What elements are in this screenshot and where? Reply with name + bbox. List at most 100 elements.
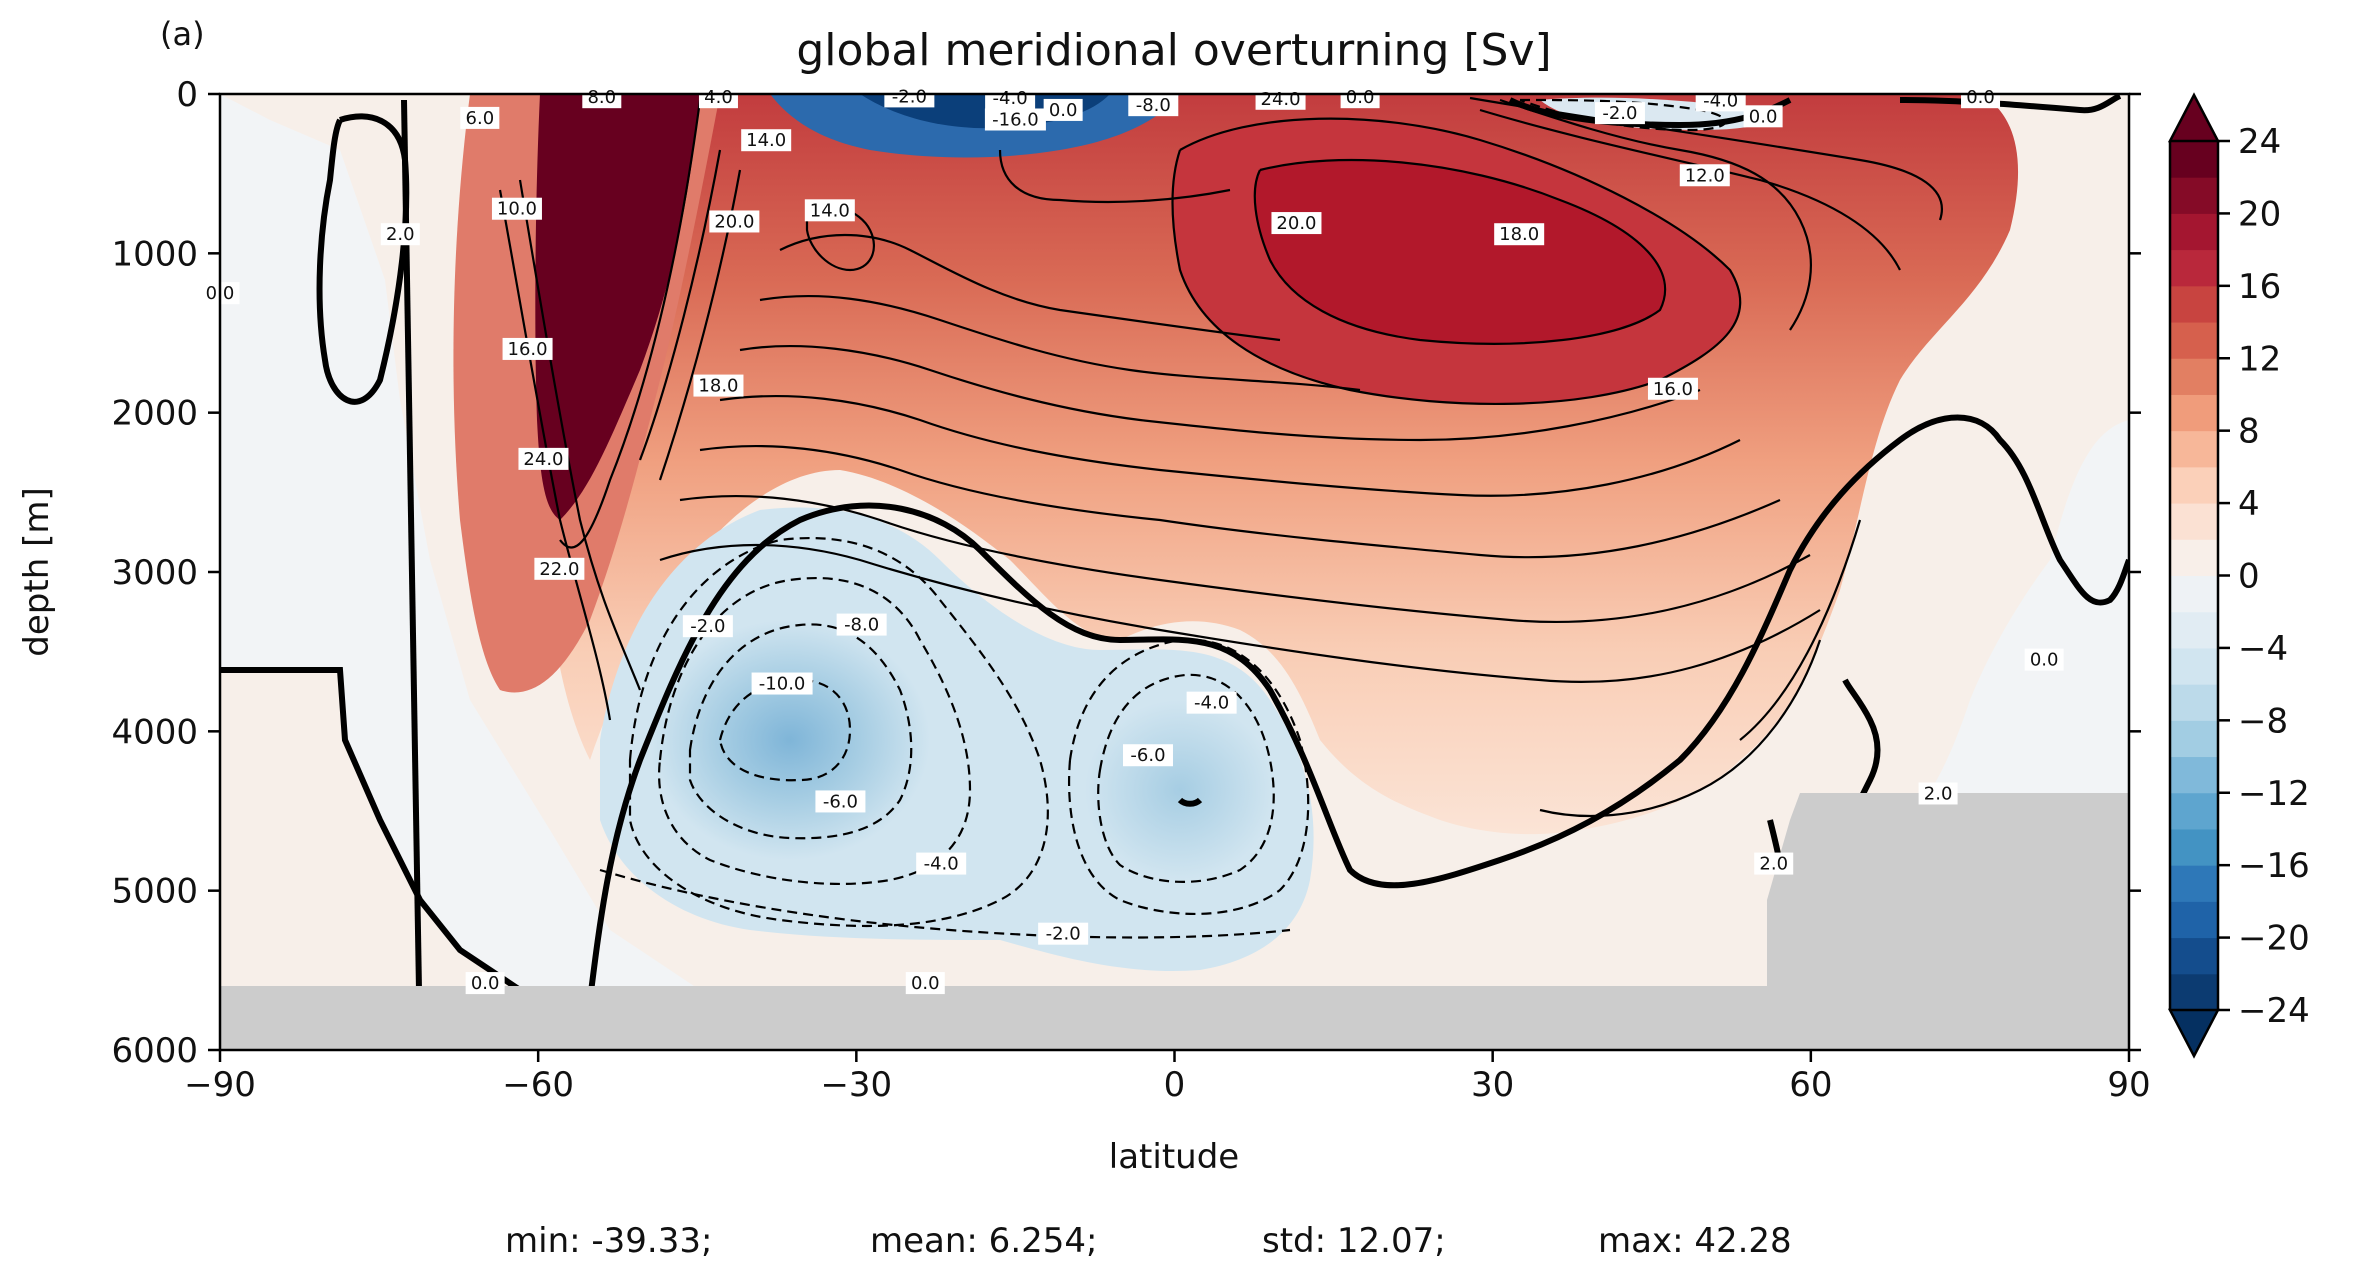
contour-label: 0.0 <box>1346 87 1375 108</box>
x-tick-label: 90 <box>2107 1065 2150 1105</box>
contour-label: 0.0 <box>471 973 500 994</box>
colorbar-swatch <box>2170 937 2218 975</box>
contour-label-bg <box>1128 94 1179 117</box>
contour-label-bg <box>804 199 855 222</box>
contour-label-bg <box>518 447 569 470</box>
contour-label-bg <box>1754 852 1794 875</box>
contour-label: -4.0 <box>924 854 959 875</box>
contour-label-bg <box>916 852 967 875</box>
colorbar-swatch <box>2170 828 2218 866</box>
y-tick-label: 2000 <box>111 394 198 434</box>
stat-mean: mean: 6.254; <box>870 1221 1097 1261</box>
colorbar-tick-label: −12 <box>2238 774 2310 814</box>
north-core-inner-region <box>1254 160 1666 344</box>
contour-label: 16.0 <box>508 339 548 360</box>
colorbar-swatch <box>2170 684 2218 721</box>
contour-label: 6.0 <box>466 108 495 129</box>
contour-label-bg <box>1122 744 1173 767</box>
colorbar-tick-label: −4 <box>2238 629 2288 669</box>
contour-label: -2.0 <box>892 86 927 107</box>
panel-label: (a) <box>160 15 205 53</box>
contour-label-bg <box>1038 922 1089 945</box>
contour-label: -8.0 <box>844 615 879 636</box>
x-tick-label: −90 <box>184 1065 256 1105</box>
contour-label: 24.0 <box>523 449 563 470</box>
contour-label: 0.0 <box>911 973 940 994</box>
abyssal-equatorial-core <box>1085 700 1275 880</box>
y-tick-label: 0 <box>176 75 198 115</box>
contour-label-bg <box>1186 691 1237 714</box>
y-tick-label: 5000 <box>111 872 198 912</box>
colorbar-swatch <box>2170 865 2218 902</box>
contour-label-bg <box>1679 164 1730 187</box>
colorbar-extend-min <box>2167 1008 2221 1059</box>
contour-label: -16.0 <box>992 109 1039 130</box>
contour-label-bg <box>836 613 887 636</box>
contour-label: 10.0 <box>497 199 537 220</box>
contour-label-bg <box>709 210 760 233</box>
colorbar-swatch <box>2170 792 2218 830</box>
contour-label-bg <box>693 374 744 397</box>
abyssal-south-core <box>650 620 930 860</box>
x-tick-label: −60 <box>502 1065 574 1105</box>
colorbar-swatch <box>2170 720 2218 758</box>
contour-label-bg <box>698 86 738 109</box>
contour-label: -6.0 <box>823 791 858 812</box>
contour-label: 16.0 <box>1653 379 1693 400</box>
contour-label: 20.0 <box>714 211 754 232</box>
contour-label: 2.0 <box>386 224 415 245</box>
contour-label: 0.0 <box>2030 650 2059 671</box>
colorbar-tick-label: 20 <box>2238 194 2281 234</box>
colorbar-swatch <box>2170 177 2218 214</box>
contour-label-bg <box>984 108 1046 131</box>
contour-label: 24.0 <box>1261 89 1301 110</box>
stat-std: std: 12.07; <box>1262 1221 1446 1261</box>
colorbar-tick-label: 16 <box>2238 267 2281 307</box>
contour-label: 2.0 <box>1924 783 1953 804</box>
contour-label: 20.0 <box>1276 213 1316 234</box>
positive-contours <box>498 96 1943 818</box>
contour-label: -10.0 <box>759 674 806 695</box>
contour-label-bg <box>380 223 420 246</box>
colorbar-swatch <box>2170 430 2218 468</box>
contour-label-bg <box>1043 98 1083 121</box>
colorbar-tick-label: −16 <box>2238 846 2310 886</box>
colorbar-swatch <box>2170 901 2218 939</box>
contour-label: 14.0 <box>746 130 786 151</box>
y-axis: 0 1000 2000 3000 4000 5000 6000 <box>111 75 2141 1071</box>
colorbar-swatch <box>2170 575 2218 613</box>
contour-label: 0.0 <box>1049 100 1078 121</box>
colorbar-swatch <box>2170 503 2218 540</box>
contour-label-bg <box>751 672 813 695</box>
contour-label-bg <box>460 106 500 129</box>
contour-label: 18.0 <box>1499 224 1539 245</box>
contour-label: -2.0 <box>690 616 725 637</box>
colorbar-swatch <box>2170 394 2218 432</box>
x-axis: −90 −60 −30 0 30 60 90 <box>184 1050 2151 1105</box>
contour-label-bg <box>741 129 792 152</box>
contour-label-bg <box>1961 86 2001 109</box>
y-tick-label: 4000 <box>111 712 198 752</box>
contour-label: -8.0 <box>1136 95 1171 116</box>
colorbar-tick-label: 8 <box>2238 412 2260 452</box>
contour-label-bg <box>502 337 553 360</box>
contour-label-bg <box>534 557 585 580</box>
x-tick-label: 60 <box>1789 1065 1832 1105</box>
chart-title: global meridional overturning [Sv] <box>796 25 1551 76</box>
contour-label: -2.0 <box>1602 103 1637 124</box>
x-axis-label: latitude <box>1109 1137 1239 1177</box>
contour-label: -4.0 <box>993 88 1028 109</box>
contour-label-bg <box>1271 212 1322 235</box>
colorbar-tick-label: 24 <box>2238 122 2281 162</box>
contour-label: 14.0 <box>810 200 850 221</box>
contour-label: 0.0 <box>1966 87 1995 108</box>
contour-label: 12.0 <box>1685 165 1725 186</box>
contour-label-bg <box>815 790 866 813</box>
colorbar-swatch <box>2170 285 2218 323</box>
colorbar-swatch <box>2170 322 2218 359</box>
contour-label: 0.0 <box>1749 106 1778 127</box>
contour-label: -2.0 <box>1046 924 1081 945</box>
colorbar-tick-label: −8 <box>2238 701 2288 741</box>
colorbar-swatch <box>2170 756 2218 794</box>
